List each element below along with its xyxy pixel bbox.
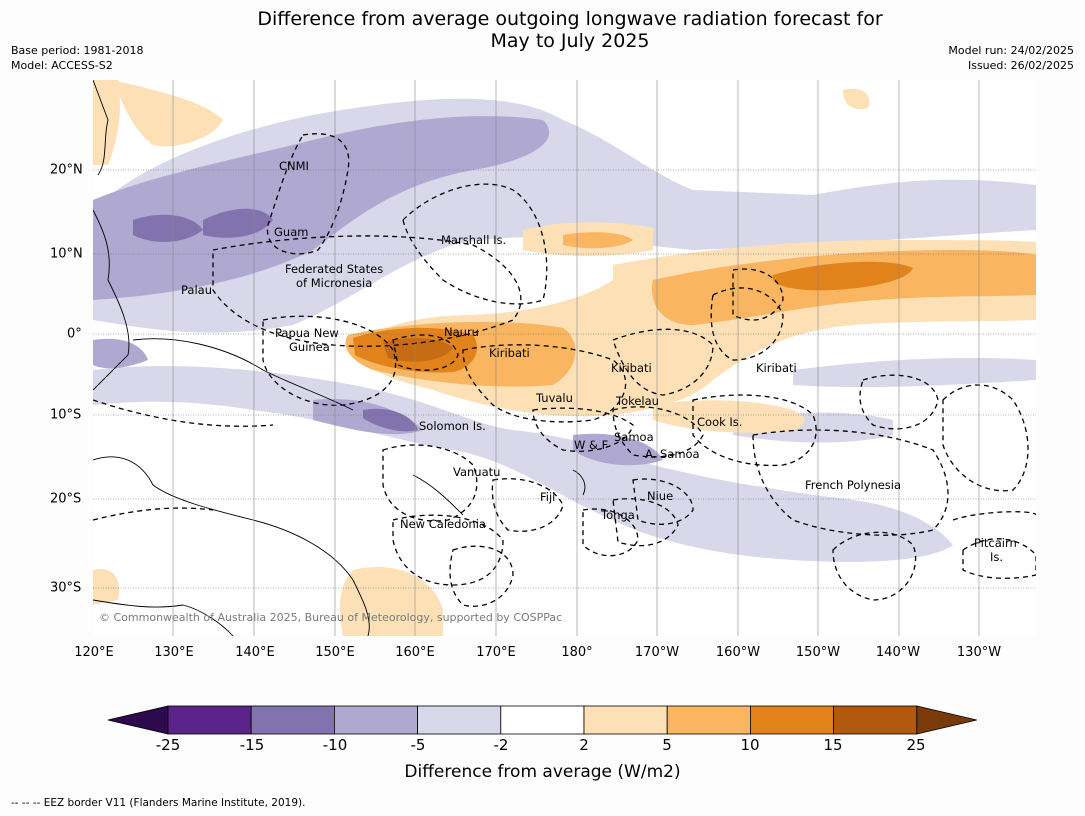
label-kiribati-central: Kiribati (611, 361, 652, 375)
colorbar-swatch (583, 705, 668, 735)
label-tonga: Tonga (600, 508, 635, 522)
colorbar-swatch (833, 705, 918, 735)
lon-label: 140°W (875, 645, 921, 660)
colorbar-tick: -10 (322, 736, 348, 754)
lon-label: 180° (561, 645, 593, 660)
label-cook: Cook Is. (697, 415, 742, 429)
lon-label: 130°W (956, 645, 1002, 660)
lat-label: 30°S (50, 580, 82, 596)
colorbar-label: Difference from average (W/m2) (404, 762, 681, 782)
label-cnmi: CNMI (279, 159, 309, 173)
label-vanuatu: Vanuatu (453, 465, 500, 479)
label-pitcairn-2: Is. (990, 550, 1003, 564)
colorbar-tick: 10 (740, 736, 760, 754)
colorbar-tick: -25 (155, 736, 181, 754)
colorbar-tick: 15 (823, 736, 843, 754)
meta-left: Base period: 1981-2018 Model: ACCESS-S2 (11, 43, 143, 73)
label-kiribati-east: Kiribati (756, 361, 797, 375)
colorbar-swatch (417, 705, 502, 735)
label-guam: Guam (274, 225, 308, 239)
colorbar-swatch (500, 705, 585, 735)
colorbar-under-arrow (107, 705, 169, 735)
lat-label: 0° (67, 326, 82, 342)
label-tuvalu: Tuvalu (535, 391, 573, 405)
label-pitcairn-1: Pitcairn (974, 536, 1017, 550)
anomaly-brown (383, 338, 453, 362)
colorbar-tick: 5 (662, 736, 672, 754)
colorbar-swatch (750, 705, 835, 735)
label-palau: Palau (181, 283, 212, 297)
lon-label: 170°E (476, 645, 516, 660)
label-png-1: Papua New (275, 326, 339, 340)
colorbar-tick: -15 (239, 736, 265, 754)
colorbar-swatch (333, 705, 418, 735)
title-line-2: May to July 2025 (490, 30, 650, 52)
map-panel: CNMI Guam Marshall Is. Federated States … (93, 80, 1036, 636)
colorbar-swatch (250, 705, 335, 735)
colorbar-tick: -5 (410, 736, 426, 754)
title-line-1: Difference from average outgoing longwav… (257, 8, 883, 30)
label-tokelau: Tokelau (615, 394, 659, 408)
colorbar-over-arrow (916, 705, 977, 735)
label-png-2: Guinea (289, 340, 330, 354)
colorbar-swatch (167, 705, 252, 735)
label-french-polynesia: French Polynesia (805, 478, 901, 492)
chart-title: Difference from average outgoing longwav… (0, 8, 1085, 52)
lat-label: 20°N (50, 162, 83, 178)
label-kiribati-west: Kiribati (489, 346, 530, 360)
latitude-lines (93, 169, 1036, 589)
lat-label: 10°S (50, 407, 82, 423)
label-fsm-1: Federated States (285, 262, 383, 276)
lon-label: 120°E (74, 645, 114, 660)
colorbar-tick: -2 (493, 736, 509, 754)
lon-label: 160°E (395, 645, 435, 660)
region-labels: CNMI Guam Marshall Is. Federated States … (181, 159, 1017, 564)
lon-label: 170°W (634, 645, 680, 660)
model-run: Model run: 24/02/2025 (948, 44, 1074, 57)
eez-footnote: -- -- -- EEZ border V11 (Flanders Marine… (11, 797, 306, 809)
lon-label: 140°E (235, 645, 275, 660)
copyright-notice: © Commonwealth of Australia 2025, Bureau… (99, 611, 562, 624)
label-asamoa: A. Samoa (645, 447, 700, 461)
label-fsm-2: of Micronesia (296, 276, 372, 290)
eez-borders (93, 133, 1036, 607)
colorbar-tick: 25 (906, 736, 926, 754)
issued-date: Issued: 26/02/2025 (967, 59, 1074, 72)
graticule (172, 80, 980, 636)
label-samoa: Samoa (614, 430, 654, 444)
lat-label: 20°S (50, 491, 82, 507)
anomaly-dark-purple (133, 208, 418, 432)
label-fiji: Fiji (540, 490, 555, 504)
colorbar-swatch (666, 705, 751, 735)
meta-right: Model run: 24/02/2025 Issued: 26/02/2025 (948, 43, 1074, 73)
lon-label: 160°W (715, 645, 761, 660)
label-niue: Niue (647, 489, 673, 503)
label-solomon: Solomon Is. (419, 419, 486, 433)
colorbar-tick: 2 (579, 736, 589, 754)
lon-label: 150°E (315, 645, 355, 660)
lon-label: 150°W (795, 645, 841, 660)
model-name: Model: ACCESS-S2 (11, 59, 113, 72)
lon-label: 130°E (154, 645, 194, 660)
label-wf: W & F (574, 438, 608, 452)
map-svg: CNMI Guam Marshall Is. Federated States … (93, 80, 1036, 636)
label-marshall: Marshall Is. (441, 233, 506, 247)
label-new-caledonia: New Caledonia (400, 517, 486, 531)
colorbar (105, 700, 985, 750)
coastlines (93, 80, 586, 636)
colorbar-svg (107, 705, 977, 735)
lat-label: 10°N (50, 246, 83, 262)
label-nauru: Nauru (444, 325, 479, 339)
base-period: Base period: 1981-2018 (11, 44, 144, 57)
